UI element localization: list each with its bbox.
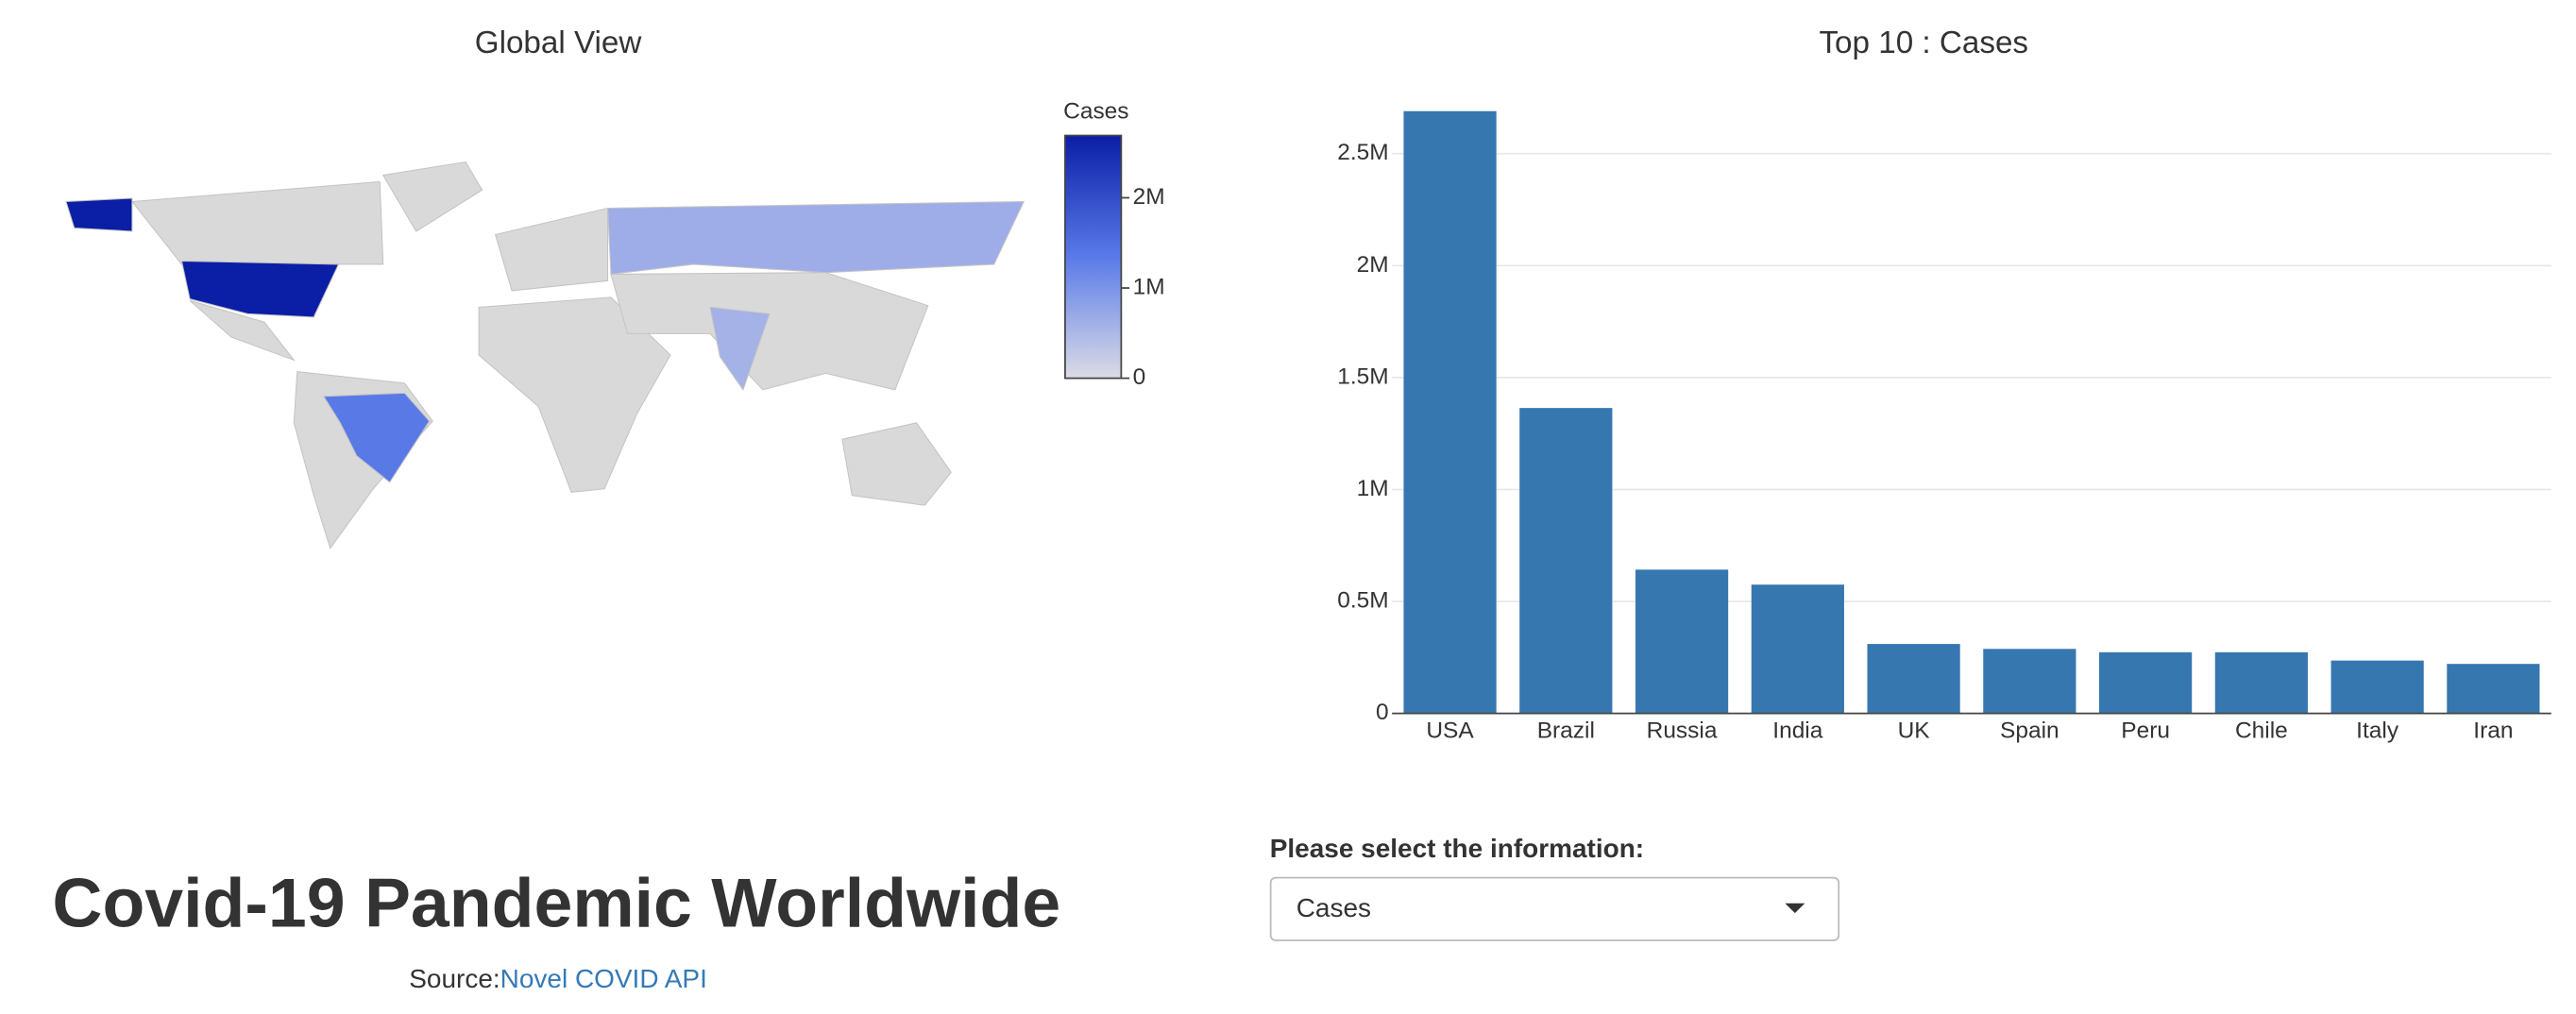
colorbar-tick-label: 2M	[1133, 184, 1165, 210]
bar	[1403, 110, 1497, 714]
world-map	[65, 161, 1025, 549]
select-label: Please select the information:	[1270, 834, 1644, 863]
land	[841, 422, 952, 506]
land	[381, 161, 483, 232]
x-tick-label: Chile	[2235, 718, 2288, 743]
bar	[1867, 644, 1960, 714]
source-line: Source:Novel COVID API	[409, 964, 707, 993]
bar	[2447, 664, 2540, 714]
land	[494, 207, 609, 292]
dropdown-value[interactable]: Cases	[1296, 893, 1371, 922]
y-tick-label: 1M	[1357, 476, 1389, 501]
country	[709, 306, 771, 391]
x-tick-label: Iran	[2473, 718, 2513, 743]
y-tick-label: 0.5M	[1337, 587, 1388, 613]
bar	[2330, 660, 2424, 714]
y-tick-label: 2M	[1357, 252, 1389, 278]
bar	[1519, 408, 1613, 714]
colorbar-title: Cases	[1063, 99, 1128, 125]
x-tick-label: Italy	[2356, 718, 2399, 743]
x-tick-label: India	[1772, 718, 1822, 743]
dropdown[interactable]: Cases	[1269, 876, 1840, 941]
y-tick-label: 1.5M	[1337, 363, 1388, 389]
bar-title: Top 10 : Cases	[1819, 25, 2028, 60]
source-prefix: Source:	[409, 964, 500, 993]
map-title: Global View	[475, 25, 643, 60]
bar	[2214, 651, 2308, 714]
x-tick-label: Peru	[2121, 718, 2170, 743]
bar	[2099, 651, 2193, 714]
bar	[1635, 569, 1729, 714]
land	[189, 299, 296, 362]
colorbar-tick-label: 1M	[1133, 275, 1165, 300]
dropdown-arrow[interactable]	[1785, 903, 1805, 914]
x-tick-label: USA	[1426, 718, 1474, 743]
colorbar-tick-label: 0	[1133, 364, 1146, 390]
page-title: Covid-19 Pandemic Worldwide	[52, 864, 1060, 941]
source-link[interactable]: Novel COVID API	[500, 964, 707, 993]
bar	[1983, 649, 2076, 714]
x-tick-label: Brazil	[1537, 718, 1595, 743]
x-tick-label: Spain	[2000, 718, 2059, 743]
x-tick-label: Russia	[1647, 718, 1718, 743]
country	[65, 197, 340, 318]
land	[610, 272, 929, 391]
y-tick-label: 2.5M	[1337, 140, 1388, 165]
y-tick-label: 0	[1376, 700, 1389, 725]
country	[606, 200, 1025, 276]
land	[130, 180, 384, 265]
x-tick-label: UK	[1898, 718, 1931, 743]
colorbar	[1064, 134, 1123, 380]
country	[322, 392, 431, 483]
bar	[1751, 584, 1844, 714]
dropdown-box[interactable]	[1269, 876, 1840, 941]
